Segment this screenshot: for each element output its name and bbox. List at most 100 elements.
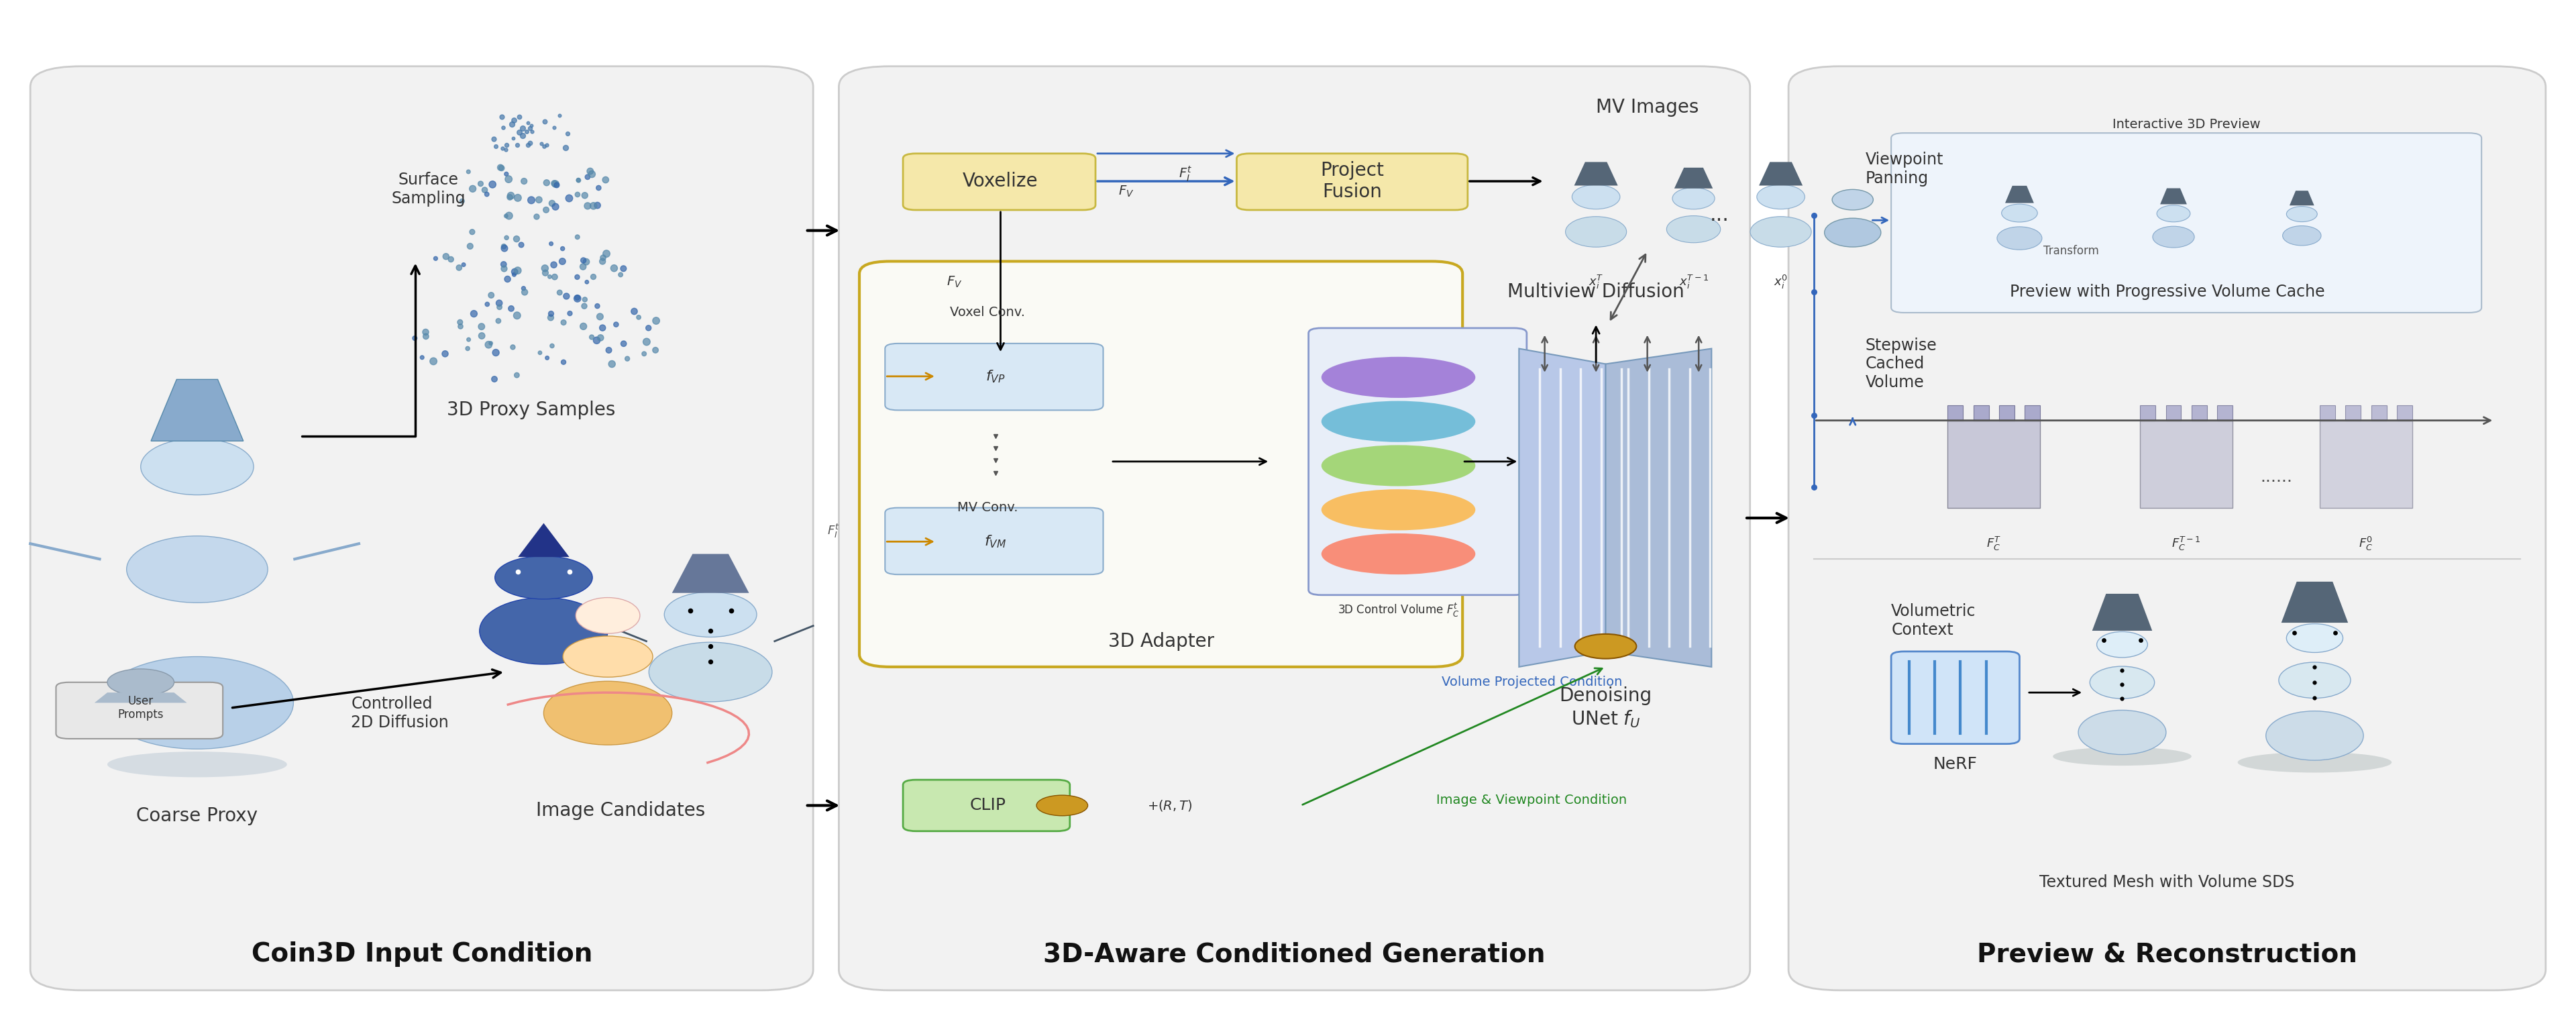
Text: 3D Proxy Samples: 3D Proxy Samples [446,401,616,420]
Point [603,336,644,352]
FancyBboxPatch shape [1236,153,1468,210]
Text: Voxelize: Voxelize [963,172,1038,191]
Point [487,270,528,287]
Point [636,313,677,329]
Point [580,309,621,325]
Point [451,224,492,240]
Point [613,304,654,320]
Point [497,137,538,153]
Point [544,354,585,371]
Point [507,115,549,132]
Point [536,177,577,194]
Point [2295,689,2336,706]
Point [629,320,670,337]
Point [2295,659,2336,675]
FancyBboxPatch shape [886,508,1103,575]
Text: Volumetric
Context: Volumetric Context [1891,603,1976,638]
Ellipse shape [1566,217,1625,247]
Point [2102,662,2143,679]
Ellipse shape [1757,184,1806,209]
FancyBboxPatch shape [57,683,224,739]
Point [533,268,574,285]
Point [466,296,507,313]
Point [567,169,608,185]
Point [440,314,482,330]
Point [546,139,587,155]
Point [595,316,636,333]
Ellipse shape [1824,219,1880,247]
Point [466,186,507,203]
Bar [2025,405,2040,421]
Point [567,274,608,290]
Point [394,329,435,346]
Point [556,186,598,203]
Text: Project
Fusion: Project Fusion [1321,161,1383,202]
Point [497,308,538,324]
Point [556,229,598,246]
Bar [2396,405,2411,421]
Point [489,207,531,224]
Polygon shape [1605,348,1710,667]
Point [523,138,564,154]
Point [533,175,574,192]
Point [1793,479,1834,495]
Point [510,192,551,208]
Point [492,112,533,128]
Point [556,172,598,189]
Bar [2370,405,2385,421]
Ellipse shape [100,657,294,749]
Point [402,349,443,366]
FancyBboxPatch shape [904,780,1069,831]
Point [440,318,482,335]
Point [484,260,526,277]
Point [577,333,618,349]
Point [520,136,562,152]
Point [484,207,526,224]
Point [531,310,572,326]
Ellipse shape [1749,217,1811,247]
Point [484,238,526,255]
Point [461,318,502,335]
Text: Interactive 3D Preview: Interactive 3D Preview [2112,118,2259,132]
Text: $F_C^T$: $F_C^T$ [1986,536,2002,552]
Ellipse shape [2053,747,2192,766]
Point [526,202,567,219]
Text: Transform: Transform [2043,246,2099,257]
Polygon shape [152,379,242,441]
Text: Denoising
UNet $f_U$: Denoising UNet $f_U$ [1558,687,1651,729]
Point [502,173,544,190]
Point [533,119,574,136]
Ellipse shape [1321,401,1476,442]
Ellipse shape [1667,215,1721,242]
Point [497,262,538,279]
Point [603,260,644,277]
Point [471,335,513,351]
Text: $f_{VP}$: $f_{VP}$ [987,369,1005,384]
Point [510,123,551,140]
Point [482,109,523,125]
Point [526,260,567,277]
Point [471,176,513,193]
Text: Surface
Sampling: Surface Sampling [392,172,466,207]
Point [479,298,520,315]
Point [587,342,629,358]
Text: ......: ...... [2259,469,2293,485]
Point [567,198,608,214]
Text: Stepwise
Cached
Volume: Stepwise Cached Volume [1865,338,1937,391]
Bar [2321,421,2411,508]
Point [562,258,603,275]
Ellipse shape [2287,206,2318,222]
Point [497,367,538,383]
Bar [1973,405,1989,421]
FancyBboxPatch shape [840,66,1749,990]
Point [482,140,523,156]
Point [585,246,626,262]
Point [2275,625,2316,641]
Point [487,137,528,153]
Ellipse shape [1672,188,1716,209]
Point [538,284,580,300]
Point [487,171,528,188]
Point [502,127,544,144]
Polygon shape [2004,185,2035,203]
Text: Controlled
2D Diffusion: Controlled 2D Diffusion [350,696,448,730]
